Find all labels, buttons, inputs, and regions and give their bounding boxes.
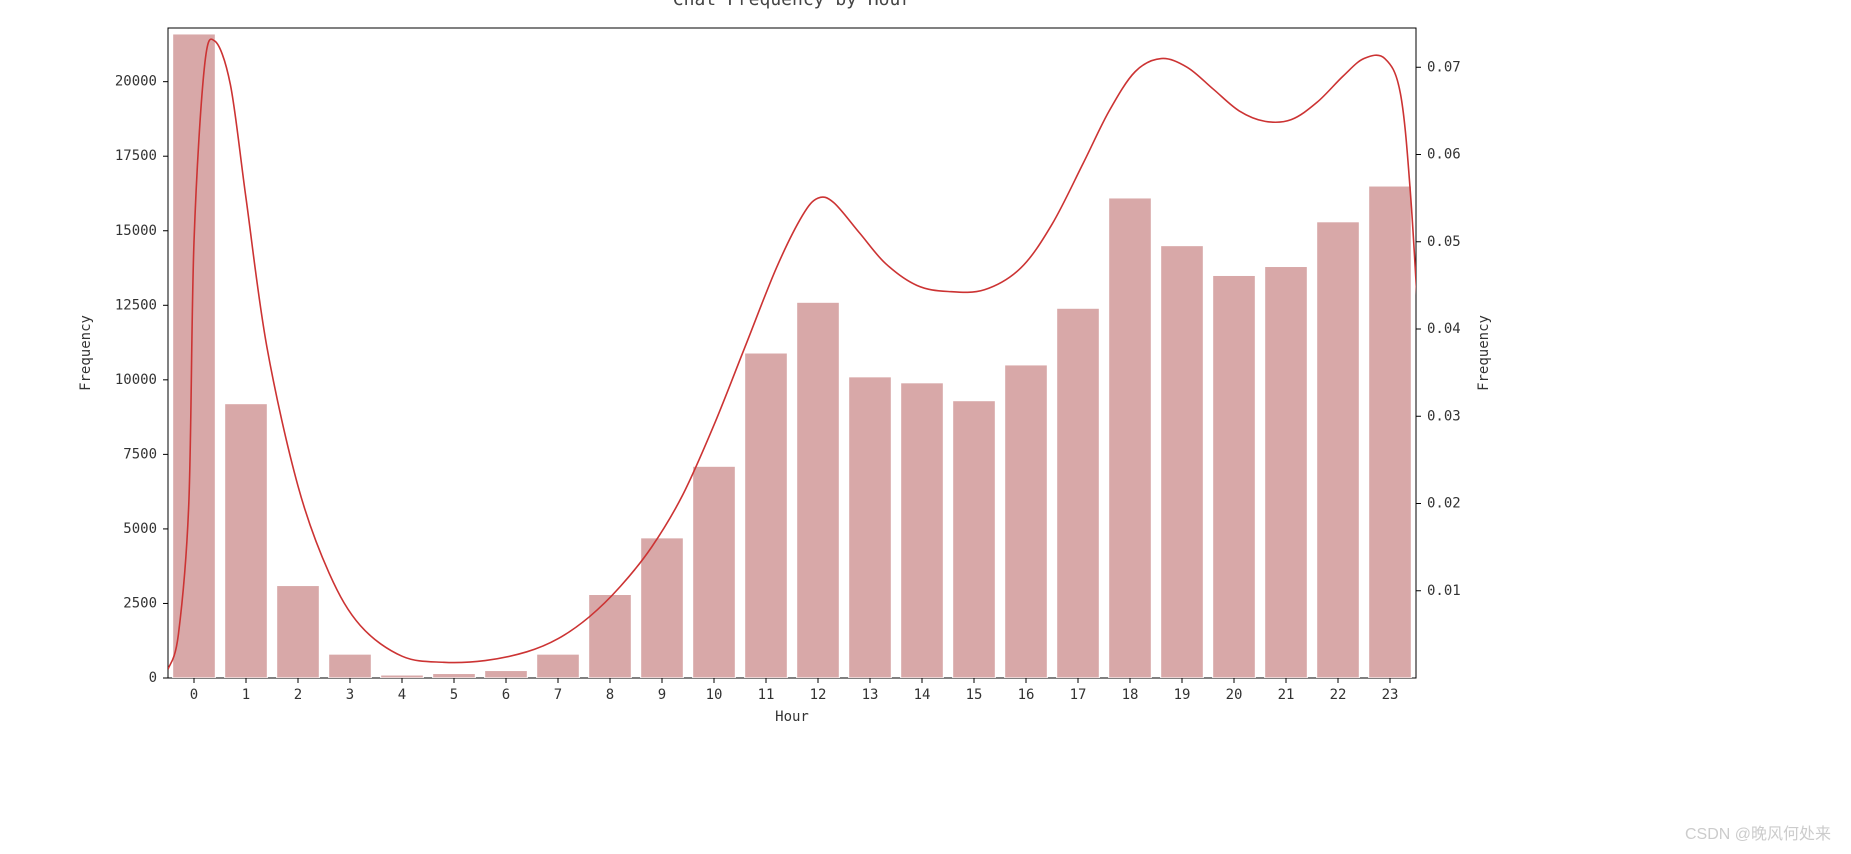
x-tick-label: 9 — [658, 687, 666, 703]
bar — [745, 353, 788, 678]
y-right-tick-label: 0.04 — [1427, 321, 1461, 337]
bar — [381, 675, 424, 678]
x-axis-label: Hour — [775, 709, 809, 725]
y-left-tick-label: 7500 — [123, 446, 157, 462]
x-tick-label: 23 — [1382, 687, 1399, 703]
bar — [537, 654, 580, 678]
bar — [693, 466, 736, 678]
bar — [1265, 267, 1308, 678]
x-tick-label: 6 — [502, 687, 510, 703]
y-right-tick-label: 0.07 — [1427, 59, 1461, 75]
y-left-tick-label: 12500 — [115, 297, 157, 313]
y-left-tick-label: 17500 — [115, 148, 157, 164]
y-left-tick-label: 10000 — [115, 372, 157, 388]
y-right-tick-label: 0.05 — [1427, 234, 1461, 250]
x-tick-label: 14 — [914, 687, 931, 703]
x-tick-label: 5 — [450, 687, 458, 703]
bar — [953, 401, 996, 678]
x-tick-label: 12 — [810, 687, 827, 703]
x-tick-label: 20 — [1226, 687, 1243, 703]
bar — [1005, 365, 1048, 678]
x-tick-label: 19 — [1174, 687, 1191, 703]
x-tick-label: 11 — [758, 687, 775, 703]
x-tick-label: 7 — [554, 687, 562, 703]
x-tick-label: 17 — [1070, 687, 1087, 703]
x-tick-label: 4 — [398, 687, 406, 703]
x-tick-label: 2 — [294, 687, 302, 703]
chart-svg: Chat Frequency by Hour012345678910111213… — [0, 0, 1851, 854]
x-tick-label: 1 — [242, 687, 250, 703]
svg-text:Chat Frequency by Hour: Chat Frequency by Hour — [673, 0, 912, 10]
x-tick-label: 8 — [606, 687, 614, 703]
y-right-tick-label: 0.06 — [1427, 147, 1461, 163]
y-right-tick-label: 0.03 — [1427, 408, 1461, 424]
bar — [225, 404, 268, 678]
bar — [641, 538, 684, 678]
y-left-tick-label: 20000 — [115, 74, 157, 90]
x-tick-label: 21 — [1278, 687, 1295, 703]
bar — [433, 674, 476, 678]
bar — [277, 586, 320, 678]
y-left-tick-label: 2500 — [123, 595, 157, 611]
y-axis-right-label: Frequency — [1476, 315, 1492, 391]
bar — [797, 302, 840, 678]
y-left-tick-label: 5000 — [123, 521, 157, 537]
bar — [1213, 275, 1256, 678]
y-right-tick-label: 0.01 — [1427, 583, 1461, 599]
y-axis-left-label: Frequency — [78, 315, 94, 391]
bar — [1161, 246, 1204, 678]
x-tick-label: 3 — [346, 687, 354, 703]
bar — [1369, 186, 1412, 678]
bar — [589, 595, 632, 678]
x-tick-label: 0 — [190, 687, 198, 703]
bar — [173, 34, 216, 678]
x-tick-label: 15 — [966, 687, 983, 703]
chart-container: Chat Frequency by Hour012345678910111213… — [0, 0, 1851, 854]
bar — [901, 383, 944, 678]
bar — [329, 654, 372, 678]
x-tick-label: 18 — [1122, 687, 1139, 703]
y-right-tick-label: 0.02 — [1427, 496, 1461, 512]
y-left-tick-label: 0 — [149, 670, 157, 686]
bar — [1057, 308, 1100, 678]
bar — [1317, 222, 1360, 678]
y-left-tick-label: 15000 — [115, 223, 157, 239]
x-tick-label: 16 — [1018, 687, 1035, 703]
x-tick-label: 22 — [1330, 687, 1347, 703]
x-tick-label: 13 — [862, 687, 879, 703]
bar — [1109, 198, 1152, 678]
bar — [849, 377, 892, 678]
x-tick-label: 10 — [706, 687, 723, 703]
bar — [485, 671, 528, 678]
watermark-text: CSDN @晚风何处来 — [1685, 820, 1831, 844]
